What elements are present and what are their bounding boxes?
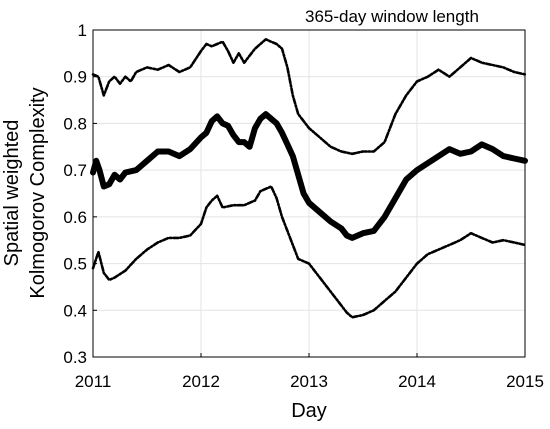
y-tick-label: 1 <box>78 21 87 40</box>
series-line-dashed-lower <box>91 185 527 319</box>
y-tick-label: 0.3 <box>63 348 87 367</box>
series-line-solid-middle <box>90 111 528 241</box>
window-length-annotation: 365-day window length <box>305 7 479 26</box>
y-tick-label: 0.6 <box>63 208 87 227</box>
x-tick-label: 2014 <box>398 372 436 391</box>
y-tick-labels: 0.3 0.4 0.5 0.6 0.7 0.8 0.9 1 <box>63 21 87 367</box>
x-axis-label: Day <box>291 400 327 422</box>
plot-frame <box>92 29 526 358</box>
series-layer <box>90 38 528 319</box>
y-tick-label: 0.9 <box>63 68 87 87</box>
series-line-dashed-upper <box>91 38 527 156</box>
x-tick-label: 2013 <box>290 372 328 391</box>
y-axis-label-line2: Kolmogorov Complexity <box>27 87 49 298</box>
y-tick-label: 0.8 <box>63 114 87 133</box>
y-tick-label: 0.7 <box>63 161 87 180</box>
x-tick-label: 2012 <box>182 372 220 391</box>
x-tick-label: 2011 <box>75 372 112 391</box>
x-tick-labels: 2011 2012 2013 2014 2015 <box>75 372 544 391</box>
x-tick-label: 2015 <box>506 372 544 391</box>
y-tick-label: 0.4 <box>63 301 87 320</box>
y-axis-label-line1: Spatial weighted <box>1 120 23 267</box>
y-tick-label: 0.5 <box>63 255 87 274</box>
